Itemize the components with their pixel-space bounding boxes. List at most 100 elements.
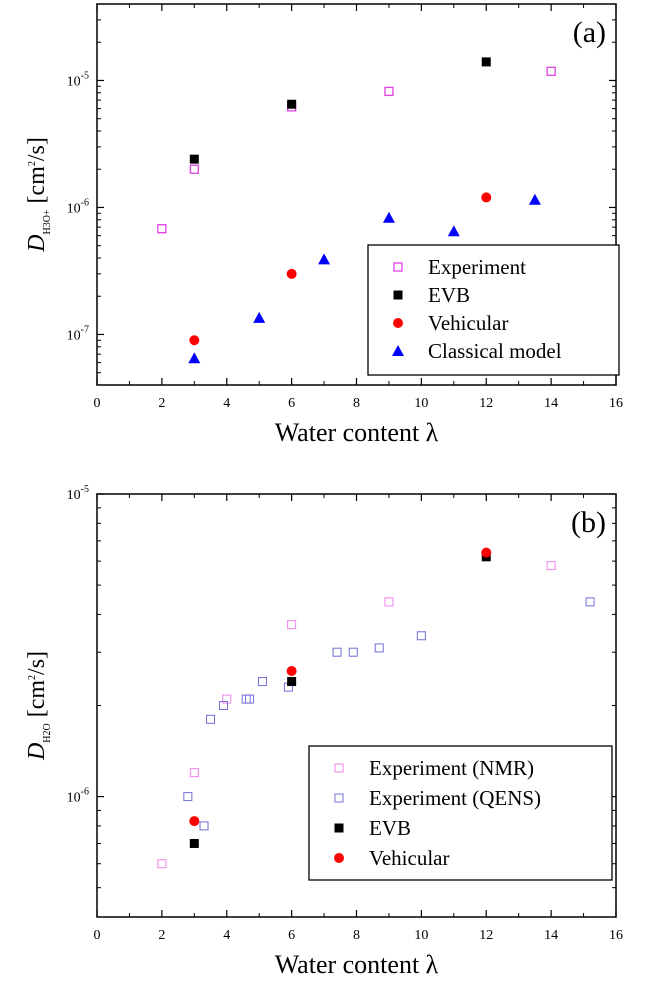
legend-label: Vehicular bbox=[428, 311, 508, 335]
legend-marker bbox=[393, 318, 403, 328]
data-point bbox=[332, 647, 342, 657]
series-evb bbox=[189, 57, 491, 164]
panel-b: 0 2 4 6 8 10 12 14 16 10-6 10-5 Water content λ DH2O… bbox=[24, 484, 623, 979]
panel-label: (b) bbox=[571, 506, 606, 539]
data-point bbox=[286, 666, 297, 677]
data-point bbox=[189, 838, 199, 848]
legend-box bbox=[308, 745, 613, 881]
x-tick-label: 6 bbox=[288, 396, 295, 411]
x-tick-label: 12 bbox=[479, 396, 493, 411]
x-tick-label: 0 bbox=[94, 928, 101, 943]
data-point bbox=[189, 164, 199, 174]
y-axis-label-unit-sup: 2 bbox=[27, 161, 38, 166]
x-tick-label: 2 bbox=[158, 396, 165, 411]
data-point bbox=[287, 99, 297, 109]
series-classical-model bbox=[188, 193, 541, 364]
x-axis-label: Water content λ bbox=[275, 950, 439, 979]
data-point bbox=[241, 694, 251, 704]
series-vehicular bbox=[189, 192, 492, 346]
y-axis-label: DH3O+ [cm2/s] bbox=[24, 137, 53, 253]
data-point bbox=[546, 561, 556, 571]
legend-marker bbox=[334, 763, 344, 773]
legend-label: Experiment (QENS) bbox=[369, 786, 541, 810]
y-axis-label-unit-sup: 2 bbox=[27, 675, 38, 680]
x-tick-label: 8 bbox=[353, 396, 360, 411]
x-tick-label: 4 bbox=[223, 928, 230, 943]
series-experiment-nmr bbox=[157, 561, 556, 869]
x-tick-label: 8 bbox=[353, 928, 360, 943]
y-axis-label-unit: [cm bbox=[24, 166, 50, 210]
legend-label: EVB bbox=[428, 283, 470, 307]
legend-label: Experiment bbox=[428, 255, 526, 279]
data-point bbox=[384, 86, 394, 97]
x-tick-label: 6 bbox=[288, 928, 295, 943]
data-point bbox=[481, 192, 492, 203]
x-tick-label: 16 bbox=[609, 396, 623, 411]
y-axis-label-unit: [cm bbox=[24, 680, 50, 724]
legend: Experiment (NMR) Experiment (QENS) EVB Vehi… bbox=[308, 745, 613, 881]
data-point bbox=[157, 859, 167, 869]
data-point bbox=[287, 620, 297, 630]
data-point bbox=[257, 677, 267, 687]
y-tick-label: 10-7 bbox=[67, 324, 89, 343]
x-tick-label: 10 bbox=[414, 928, 428, 943]
x-axis-label: Water content λ bbox=[275, 418, 439, 447]
data-point bbox=[188, 352, 201, 364]
data-point bbox=[318, 253, 331, 265]
data-point bbox=[585, 597, 595, 607]
legend-label: Classical model bbox=[428, 339, 562, 363]
series-vehicular bbox=[189, 547, 492, 827]
x-tick-label: 4 bbox=[223, 396, 230, 411]
y-axis-label-sub: H2O bbox=[42, 723, 53, 742]
legend: Experiment EVB Vehicular Classical model bbox=[367, 244, 620, 376]
data-point bbox=[206, 714, 216, 724]
y-tick-exponent: -5 bbox=[81, 70, 89, 81]
y-tick-label: 10-6 bbox=[67, 787, 89, 806]
x-tick-label: 2 bbox=[158, 928, 165, 943]
series-experiment bbox=[157, 66, 556, 234]
legend-marker bbox=[334, 823, 344, 833]
y-axis-label-unit-end: /s] bbox=[24, 137, 50, 161]
data-point bbox=[286, 268, 297, 279]
y-tick-exponent: -6 bbox=[81, 197, 89, 208]
y-tick-base: 10 bbox=[67, 791, 81, 806]
x-tick-label: 16 bbox=[609, 928, 623, 943]
legend-marker bbox=[393, 290, 403, 300]
y-tick-base: 10 bbox=[67, 488, 81, 503]
data-point bbox=[481, 57, 491, 67]
data-point bbox=[189, 335, 200, 346]
x-tick-label: 0 bbox=[94, 396, 101, 411]
y-tick-base: 10 bbox=[67, 201, 81, 216]
y-axis-label: DH2O [cm2/s] bbox=[24, 651, 53, 761]
data-point bbox=[189, 154, 199, 164]
y-tick-exponent: -7 bbox=[81, 324, 89, 335]
data-point bbox=[384, 597, 394, 607]
data-point bbox=[481, 547, 492, 558]
data-point bbox=[244, 694, 254, 704]
legend-marker bbox=[392, 345, 404, 356]
x-tick-label: 14 bbox=[544, 928, 558, 943]
x-tick-label: 12 bbox=[479, 928, 493, 943]
legend-marker bbox=[334, 793, 344, 803]
data-point bbox=[374, 643, 384, 653]
data-point bbox=[189, 816, 200, 827]
data-point bbox=[546, 66, 556, 76]
data-point bbox=[157, 224, 167, 234]
legend-marker bbox=[334, 853, 344, 863]
series-experiment-qens bbox=[183, 597, 595, 831]
legend-box bbox=[367, 244, 620, 376]
data-point bbox=[189, 768, 199, 778]
x-tick-label: 14 bbox=[544, 396, 558, 411]
y-tick-label: 10-5 bbox=[67, 70, 89, 89]
legend-label: Vehicular bbox=[369, 846, 449, 870]
y-tick-base: 10 bbox=[67, 74, 81, 89]
panel-label: (a) bbox=[573, 16, 606, 49]
data-point bbox=[287, 677, 297, 687]
x-tick-label: 10 bbox=[414, 396, 428, 411]
y-tick-label: 10-5 bbox=[67, 484, 89, 503]
data-point bbox=[447, 225, 460, 237]
data-point bbox=[528, 193, 541, 205]
data-point bbox=[219, 701, 229, 710]
